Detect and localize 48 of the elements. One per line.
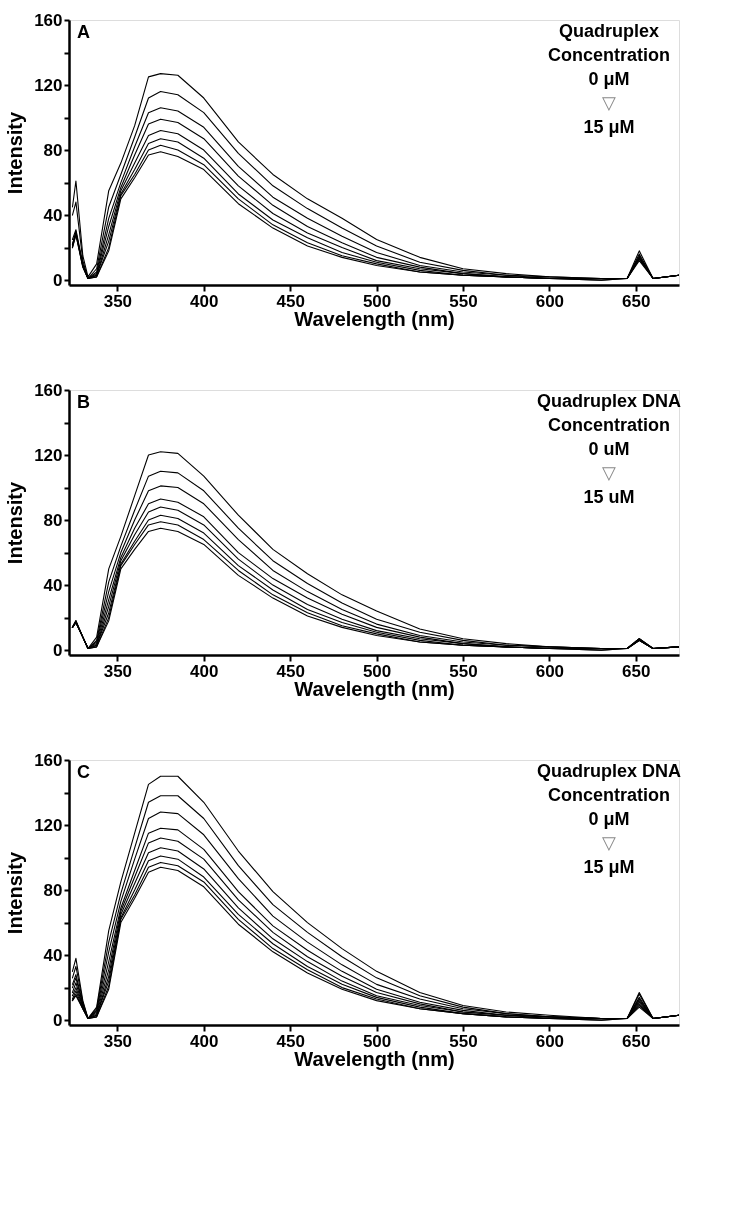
y-tick-label: 80 — [43, 510, 63, 530]
y-tick-label: 160 — [34, 10, 63, 30]
y-tick-label: 160 — [34, 380, 63, 400]
x-tick-label: 600 — [535, 291, 565, 311]
x-tick-label: 600 — [535, 661, 565, 681]
annotation: 0 uM — [588, 439, 630, 459]
y-tick-label: 0 — [53, 1010, 63, 1030]
annotation: 15 μM — [583, 857, 635, 877]
y-tick-label: 120 — [34, 445, 63, 465]
annotation: 0 μM — [588, 69, 630, 89]
y-tick-label: 80 — [43, 880, 63, 900]
y-tick-label: 0 — [53, 270, 63, 290]
y-tick-label: 120 — [34, 75, 63, 95]
annotation: ▽ — [602, 832, 617, 853]
x-tick-label: 350 — [103, 291, 133, 311]
x-tick-label: 400 — [190, 1031, 219, 1051]
annotation: 15 μM — [583, 117, 635, 137]
x-tick-label: 650 — [622, 1031, 651, 1051]
y-tick-label: 40 — [43, 945, 63, 965]
y-tick-label: 0 — [53, 640, 63, 660]
annotation: ▽ — [602, 462, 617, 483]
annotation: Quadruplex — [558, 21, 660, 41]
y-axis-title: Intensity — [4, 851, 27, 935]
x-tick-label: 650 — [622, 661, 651, 681]
x-tick-label: 600 — [535, 1031, 565, 1051]
y-tick-label: 160 — [34, 750, 63, 770]
annotation: B — [77, 392, 90, 412]
x-tick-label: 400 — [190, 291, 219, 311]
y-tick-label: 80 — [43, 140, 63, 160]
annotation: Concentration — [547, 45, 671, 65]
y-axis-title: Intensity — [4, 111, 27, 195]
annotation: C — [77, 762, 90, 782]
x-tick-label: 400 — [190, 661, 219, 681]
annotation: ▽ — [602, 92, 617, 113]
y-tick-label: 40 — [43, 205, 63, 225]
y-tick-label: 120 — [34, 815, 63, 835]
y-axis-title: Intensity — [4, 481, 27, 565]
annotation: Quadruplex DNA — [536, 391, 682, 411]
y-tick-label: 40 — [43, 575, 63, 595]
x-tick-label: 350 — [103, 1031, 133, 1051]
annotation: Concentration — [547, 415, 671, 435]
x-tick-label: 350 — [103, 661, 133, 681]
annotation: A — [77, 22, 90, 42]
annotation: Concentration — [547, 785, 671, 805]
annotation: 15 uM — [583, 487, 635, 507]
x-tick-label: 650 — [622, 291, 651, 311]
annotation: 0 μM — [588, 809, 630, 829]
annotation: Quadruplex DNA — [536, 761, 682, 781]
